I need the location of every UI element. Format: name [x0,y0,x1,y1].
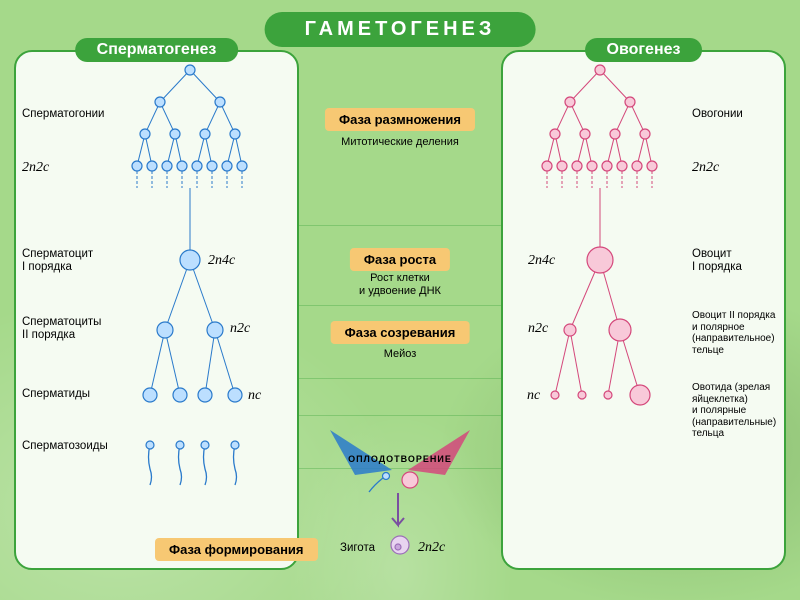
diagram-svg [0,0,800,600]
fertilization-label: ОПЛОДОТВОРЕНИЕ [348,454,452,464]
phase-2-sub: Рост клетки и удвоение ДНК [359,272,441,298]
zygote-label: Зигота [340,542,375,555]
phase-2-pill: Фаза роста [350,248,450,271]
label-nc-r: nc [527,388,540,404]
label-spermatocyte2: Сперматоциты II порядка [22,316,101,342]
label-nc-l: nc [248,388,261,404]
label-2n4c-l: 2n4c [208,253,235,269]
label-ovogonii: Овогонии [692,108,743,121]
label-2n2c-l: 2n2c [22,160,49,176]
phase-3-sub: Мейоз [384,348,417,361]
label-spermatogonii: Сперматогонии [22,108,104,121]
phase-1-sub: Митотические деления [341,136,459,149]
label-spermatocyte1: Сперматоцит I порядка [22,248,93,274]
label-spermatids: Сперматиды [22,388,90,401]
phase-1-pill: Фаза размножения [325,108,475,131]
label-ovocyte1: Овоцит I порядка [692,248,742,274]
label-spermatozoids: Сперматозоиды [22,440,108,453]
main-title: ГАМЕТОГЕНЕЗ [265,12,536,47]
label-n2c-l: n2c [230,321,250,337]
zygote-ploidy: 2n2c [418,540,445,556]
phase-3-pill: Фаза созревания [331,321,470,344]
label-n2c-r: n2c [528,321,548,337]
label-2n2c-r: 2n2c [692,160,719,176]
phase-4-pill: Фаза формирования [155,538,318,561]
label-ovotida: Овотида (зрелая яйцеклетка) и полярные (… [692,382,776,440]
label-2n4c-r: 2n4c [528,253,555,269]
label-ovocyte2: Овоцит II порядка и полярное (направител… [692,310,775,356]
